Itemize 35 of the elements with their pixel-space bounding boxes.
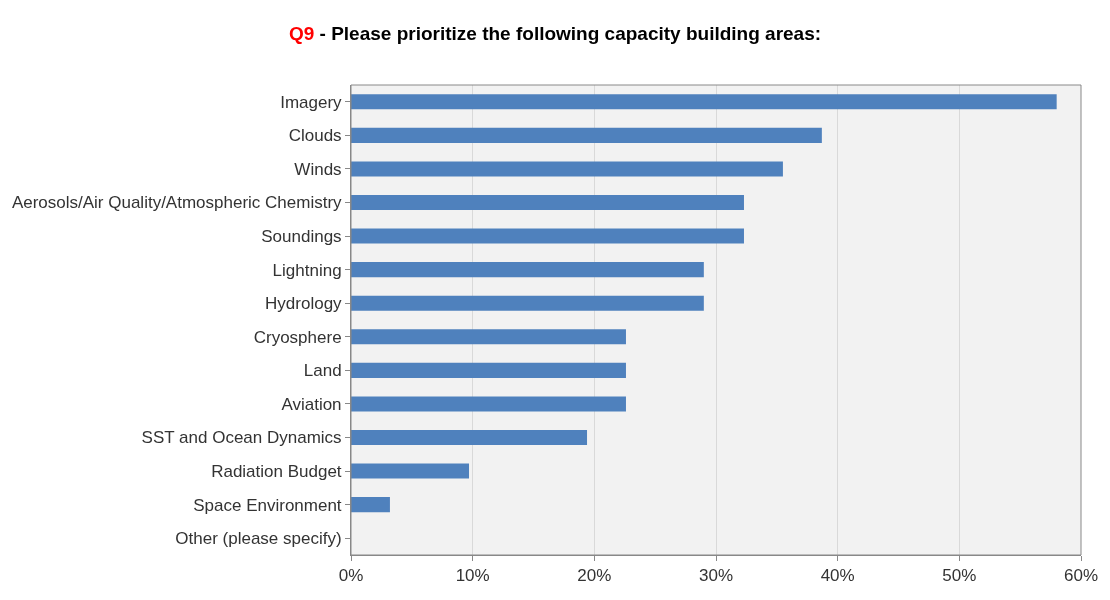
bar bbox=[351, 161, 783, 177]
bar bbox=[351, 362, 626, 378]
bar bbox=[351, 94, 1057, 110]
y-tick-label: Clouds bbox=[288, 126, 342, 146]
bar bbox=[351, 429, 588, 446]
bar bbox=[351, 295, 704, 311]
y-tick-label: Aerosols/Air Quality/Atmospheric Chemistry bbox=[11, 193, 343, 213]
x-tick-label: 0% bbox=[338, 566, 364, 586]
y-tick-label: Other (please specify) bbox=[175, 529, 342, 549]
x-tick-label: 30% bbox=[698, 566, 734, 586]
bar bbox=[351, 329, 626, 345]
y-tick-label: Hydrology bbox=[265, 294, 343, 314]
y-tick-label: Radiation Budget bbox=[211, 462, 342, 482]
bar bbox=[351, 228, 744, 244]
bar bbox=[351, 396, 626, 412]
y-tick-label: Winds bbox=[294, 159, 342, 179]
y-tick-label: Space Environment bbox=[193, 495, 342, 515]
x-tick-label: 10% bbox=[455, 566, 490, 586]
x-tick-label: 60% bbox=[1063, 566, 1099, 586]
y-tick-label: SST and Ocean Dynamics bbox=[141, 428, 342, 448]
bar bbox=[351, 194, 744, 211]
x-tick-label: 20% bbox=[577, 566, 612, 586]
y-tick-label: Imagery bbox=[280, 92, 343, 112]
y-tick-label: Land bbox=[303, 361, 342, 381]
x-tick-label: 40% bbox=[820, 566, 855, 586]
x-tick-label: 50% bbox=[942, 566, 977, 586]
y-tick-label: Soundings bbox=[261, 227, 342, 247]
bar bbox=[351, 262, 704, 278]
y-tick-label: Lightning bbox=[272, 260, 342, 280]
y-tick-label: Cryosphere bbox=[253, 327, 342, 347]
bar bbox=[351, 497, 390, 513]
y-tick-label: Aviation bbox=[281, 394, 342, 414]
bar bbox=[351, 127, 822, 143]
chart-title: Q9 - Please prioritize the following capacity building areas: bbox=[288, 23, 822, 45]
bar bbox=[351, 463, 470, 479]
